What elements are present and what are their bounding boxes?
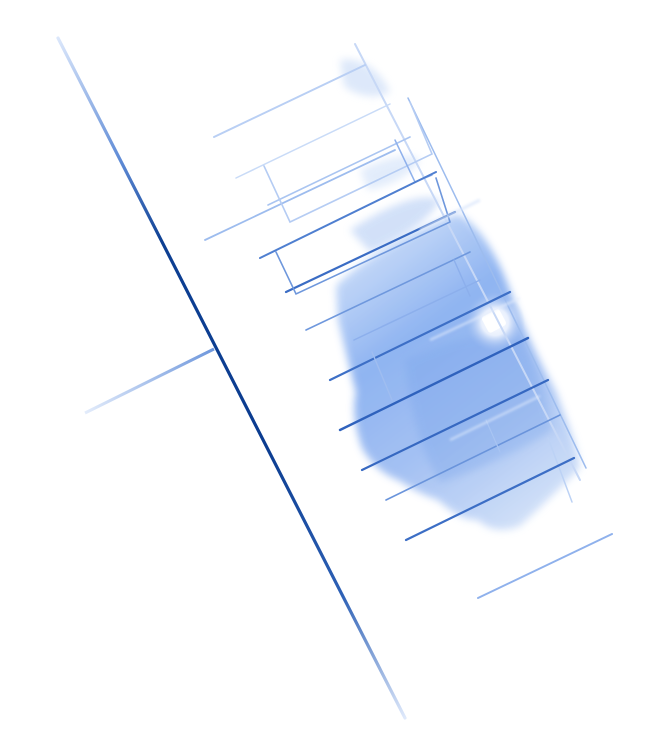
pale-upper-shading: [340, 59, 440, 252]
structure-lines: [204, 43, 613, 599]
branch-line: [84, 347, 215, 415]
main-diagonal-line: [56, 36, 407, 720]
structure-highlights: [419, 198, 541, 441]
